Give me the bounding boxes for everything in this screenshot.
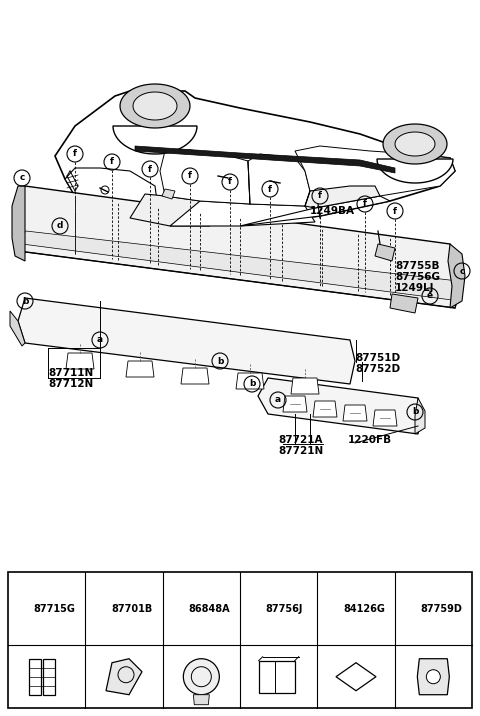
Polygon shape bbox=[113, 126, 197, 154]
Polygon shape bbox=[258, 378, 422, 434]
Polygon shape bbox=[43, 659, 55, 695]
Polygon shape bbox=[106, 659, 142, 695]
Polygon shape bbox=[377, 159, 453, 183]
Polygon shape bbox=[162, 189, 175, 199]
Polygon shape bbox=[373, 410, 397, 426]
Text: d: d bbox=[253, 604, 260, 613]
Polygon shape bbox=[390, 294, 418, 313]
Text: f: f bbox=[268, 185, 272, 193]
Text: a: a bbox=[275, 395, 281, 405]
Text: b: b bbox=[249, 379, 255, 389]
Text: c: c bbox=[459, 266, 465, 276]
Polygon shape bbox=[12, 186, 25, 261]
Polygon shape bbox=[415, 398, 425, 434]
Polygon shape bbox=[10, 311, 25, 346]
Text: 87711N: 87711N bbox=[48, 368, 93, 378]
Text: 87721A: 87721A bbox=[278, 435, 323, 445]
Polygon shape bbox=[55, 91, 455, 226]
Polygon shape bbox=[126, 361, 154, 377]
Text: 87756G: 87756G bbox=[395, 272, 440, 282]
Polygon shape bbox=[18, 186, 462, 308]
Polygon shape bbox=[66, 353, 94, 369]
Text: b: b bbox=[412, 407, 418, 417]
Polygon shape bbox=[291, 378, 319, 394]
Text: 87756J: 87756J bbox=[265, 604, 303, 614]
Text: 87755B: 87755B bbox=[395, 261, 440, 271]
Text: f: f bbox=[73, 150, 77, 158]
Polygon shape bbox=[295, 146, 455, 196]
Polygon shape bbox=[305, 186, 380, 208]
Text: f: f bbox=[110, 158, 114, 167]
Text: 87721N: 87721N bbox=[278, 446, 323, 456]
Polygon shape bbox=[375, 244, 395, 261]
Text: f: f bbox=[363, 200, 367, 208]
Text: e: e bbox=[427, 291, 433, 301]
Polygon shape bbox=[313, 401, 337, 417]
Polygon shape bbox=[193, 695, 209, 705]
Text: f: f bbox=[393, 206, 397, 216]
Text: c: c bbox=[177, 604, 182, 613]
Polygon shape bbox=[18, 298, 355, 384]
Polygon shape bbox=[240, 196, 390, 226]
Text: f: f bbox=[228, 178, 232, 186]
Text: a: a bbox=[97, 336, 103, 344]
Polygon shape bbox=[135, 146, 395, 173]
Text: b: b bbox=[22, 296, 28, 306]
Text: f: f bbox=[188, 172, 192, 180]
Polygon shape bbox=[395, 132, 435, 156]
Text: d: d bbox=[57, 221, 63, 231]
Circle shape bbox=[183, 659, 219, 695]
Circle shape bbox=[426, 669, 440, 684]
Polygon shape bbox=[343, 405, 367, 421]
Polygon shape bbox=[160, 150, 250, 204]
Polygon shape bbox=[236, 373, 264, 389]
Text: 87751D: 87751D bbox=[355, 353, 400, 363]
Text: c: c bbox=[19, 173, 24, 183]
Text: 1249LJ: 1249LJ bbox=[395, 283, 434, 293]
Text: f: f bbox=[409, 604, 413, 613]
Polygon shape bbox=[170, 201, 315, 226]
Text: b: b bbox=[99, 604, 105, 613]
Text: 87715G: 87715G bbox=[34, 604, 75, 614]
Polygon shape bbox=[181, 368, 209, 384]
Polygon shape bbox=[448, 244, 465, 308]
Text: 86848A: 86848A bbox=[188, 604, 230, 614]
Text: f: f bbox=[148, 165, 152, 173]
Polygon shape bbox=[283, 396, 307, 412]
Polygon shape bbox=[29, 659, 41, 695]
Polygon shape bbox=[259, 661, 295, 692]
Text: 87701B: 87701B bbox=[111, 604, 152, 614]
Polygon shape bbox=[383, 124, 447, 164]
Text: e: e bbox=[331, 604, 337, 613]
Polygon shape bbox=[248, 154, 310, 206]
Text: 87752D: 87752D bbox=[355, 364, 400, 374]
Polygon shape bbox=[336, 663, 376, 691]
Text: 87759D: 87759D bbox=[420, 604, 462, 614]
Text: a: a bbox=[22, 604, 28, 613]
Polygon shape bbox=[22, 231, 458, 300]
Polygon shape bbox=[417, 659, 449, 695]
Text: f: f bbox=[318, 191, 322, 200]
Text: 84126G: 84126G bbox=[343, 604, 385, 614]
Text: 1249BA: 1249BA bbox=[310, 206, 355, 216]
Polygon shape bbox=[65, 168, 160, 224]
FancyBboxPatch shape bbox=[8, 572, 472, 708]
Text: b: b bbox=[217, 357, 223, 365]
Polygon shape bbox=[120, 84, 190, 128]
Polygon shape bbox=[130, 194, 210, 226]
Polygon shape bbox=[133, 92, 177, 120]
Text: 87712N: 87712N bbox=[48, 379, 93, 389]
Text: 1220FB: 1220FB bbox=[348, 435, 392, 445]
